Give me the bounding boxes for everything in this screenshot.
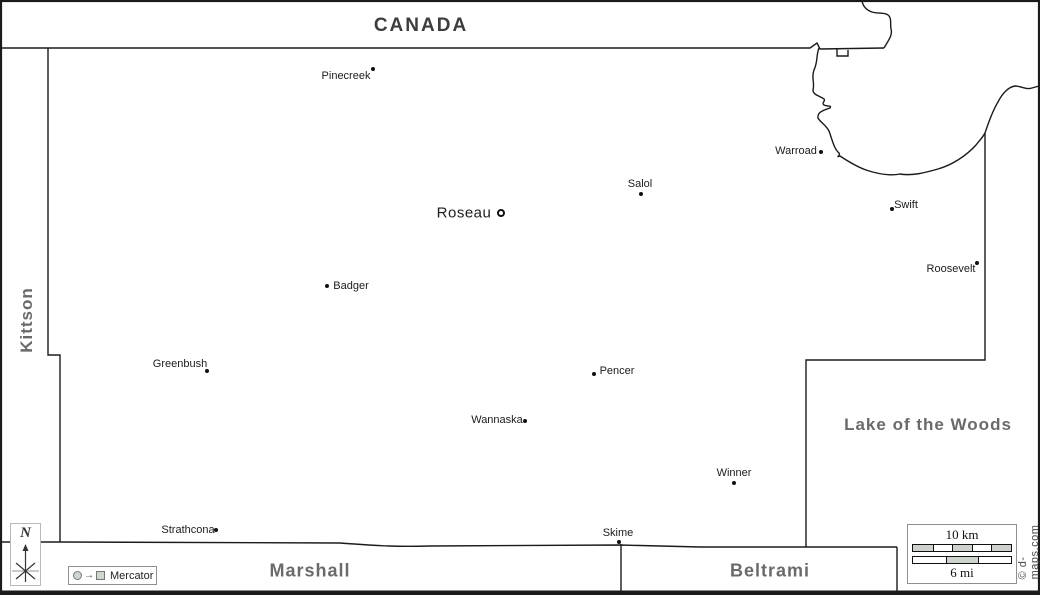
city-label: Greenbush	[152, 358, 208, 370]
city-dot	[325, 284, 329, 288]
west-border-line	[47, 48, 61, 542]
scale-box: 10 km 6 mi	[907, 524, 1017, 584]
city-dot	[371, 67, 375, 71]
city-dot	[617, 540, 621, 544]
city-dot	[819, 150, 823, 154]
city-label: Salol	[627, 178, 653, 190]
lake-of-the-woods-label: Lake of the Woods	[844, 415, 1012, 434]
city-label: Roosevelt	[926, 263, 976, 275]
city-label: Wannaska	[471, 414, 523, 426]
city-label: Swift	[894, 199, 918, 211]
county-seat-marker	[497, 209, 505, 217]
dmaps-credit: © d-maps.com	[1017, 524, 1040, 580]
city-label: Strathcona	[161, 524, 215, 536]
beltrami-label: Beltrami	[729, 560, 811, 581]
city-label: Skime	[602, 527, 634, 539]
city-label: Warroad	[775, 145, 817, 157]
city-dot	[732, 481, 736, 485]
shoreline-muskeg-bay	[812, 47, 986, 176]
city-dot	[639, 192, 643, 196]
city-dot	[205, 369, 209, 373]
flat-map-icon	[96, 571, 105, 580]
compass-star-icon	[12, 544, 39, 582]
city-dot	[523, 419, 527, 423]
scale-km-bar	[912, 544, 1012, 552]
shoreline-north	[861, 0, 893, 49]
city-dot	[592, 372, 596, 376]
border-inlet-notch	[836, 49, 849, 57]
city-label: Winner	[716, 467, 752, 479]
city-label: Badger	[333, 280, 369, 292]
city-label: Pinecreek	[321, 70, 371, 82]
projection-box: → Mercator	[68, 566, 157, 585]
canada-label: CANADA	[373, 15, 469, 36]
scale-mi-bar	[912, 556, 1012, 564]
city-dot	[975, 261, 979, 265]
scale-mi-label: 6 mi	[950, 565, 974, 580]
compass-north-label: N	[20, 525, 31, 541]
south-border-line	[2, 541, 897, 548]
arrow-right-icon: →	[84, 569, 94, 581]
marshall-label: Marshall	[269, 560, 351, 581]
city-label: Pencer	[599, 365, 635, 377]
city-dot	[214, 528, 218, 532]
city-dot	[890, 207, 894, 211]
globe-icon	[73, 571, 82, 580]
scale-km-label: 10 km	[945, 526, 979, 542]
projection-label: Mercator	[110, 569, 154, 582]
city-label: Roseau	[436, 204, 492, 222]
canada-border-line	[2, 41, 885, 50]
east-border-line	[805, 133, 986, 547]
compass-box: N	[10, 523, 41, 586]
kittson-label: Kittson	[17, 287, 36, 353]
shoreline-northeast	[984, 85, 1040, 134]
